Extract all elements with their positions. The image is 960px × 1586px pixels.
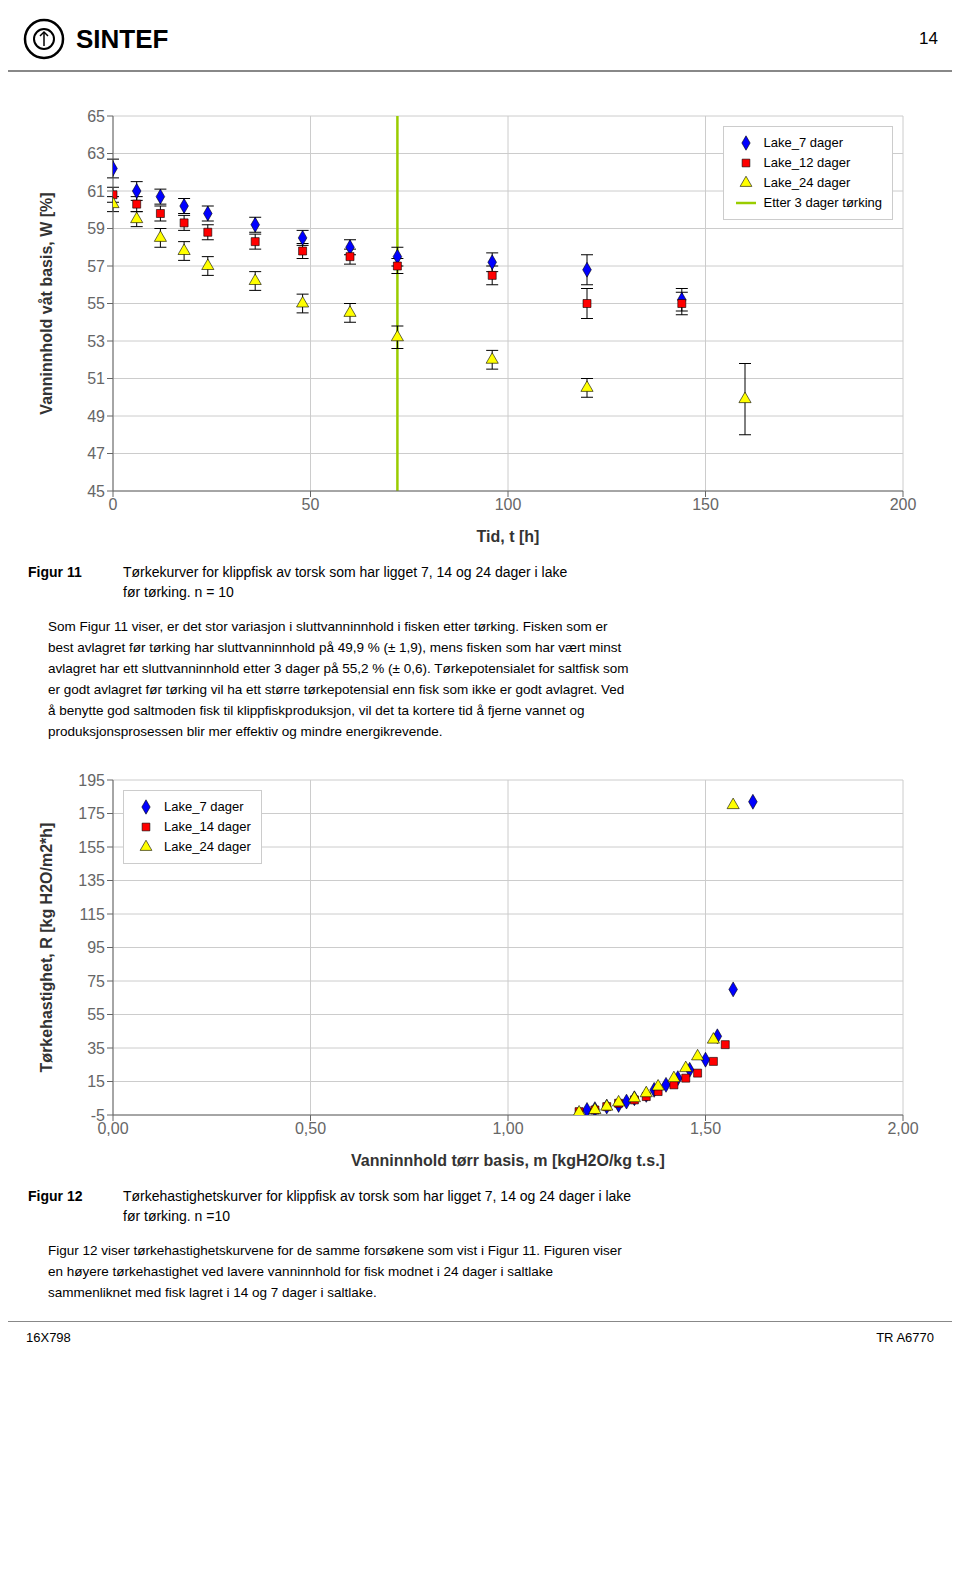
svg-text:0,00: 0,00 bbox=[97, 1120, 129, 1138]
html-text:å benytte god saltmoden fisk t: å benytte god saltmoden fisk til klippfi… bbox=[48, 703, 585, 718]
html-text:før tørking. n =10: før tørking. n =10 bbox=[123, 1208, 230, 1224]
html-text:Tørkekurver for klippfisk av t: Tørkekurver for klippfisk av torsk som h… bbox=[123, 564, 568, 580]
html-text:produksjonsprosessen blir mer: produksjonsprosessen blir mer effektiv o… bbox=[48, 724, 443, 739]
html-text:Etter 3 dager tørking: Etter 3 dager tørking bbox=[763, 195, 882, 210]
html-text:14: 14 bbox=[919, 29, 938, 48]
html-text:Lake_7 dager: Lake_7 dager bbox=[763, 135, 843, 150]
svg-text:63: 63 bbox=[87, 145, 105, 162]
svg-text:1,00: 1,00 bbox=[492, 1120, 523, 1137]
svg-text:Vanninnhold våt basis, W [%]: Vanninnhold våt basis, W [%] bbox=[38, 192, 55, 414]
html-text:SINTEF: SINTEF bbox=[76, 23, 169, 54]
svg-text:175: 175 bbox=[78, 805, 105, 822]
html-text:Lake_14 dager: Lake_14 dager bbox=[164, 819, 251, 834]
html-text:Figur 12: Figur 12 bbox=[28, 1188, 83, 1204]
svg-text:50: 50 bbox=[302, 496, 320, 513]
svg-text:75: 75 bbox=[87, 973, 105, 990]
svg-text:65: 65 bbox=[87, 108, 105, 125]
svg-text:55: 55 bbox=[87, 1006, 105, 1023]
svg-text:2,00: 2,00 bbox=[887, 1120, 918, 1137]
svg-text:35: 35 bbox=[87, 1040, 105, 1057]
html-text:avlagret har ett sluttvanninnh: avlagret har ett sluttvanninnhold etter … bbox=[48, 661, 629, 676]
svg-text:47: 47 bbox=[87, 445, 105, 462]
svg-text:95: 95 bbox=[87, 939, 105, 956]
svg-text:Tørkehastighet, R [kg H2O/m2*h: Tørkehastighet, R [kg H2O/m2*h] bbox=[38, 823, 55, 1073]
html-text:Figur 12 viser tørkehastighets: Figur 12 viser tørkehastighetskurvene fo… bbox=[48, 1243, 622, 1258]
svg-text:-5: -5 bbox=[91, 1107, 105, 1124]
svg-text:115: 115 bbox=[79, 906, 105, 923]
svg-text:195: 195 bbox=[78, 772, 105, 789]
html-text:før tørking. n = 10: før tørking. n = 10 bbox=[123, 584, 234, 600]
svg-text:0: 0 bbox=[109, 496, 118, 513]
html-text:Lake_24 dager: Lake_24 dager bbox=[164, 839, 251, 854]
svg-text:59: 59 bbox=[87, 220, 105, 237]
svg-text:135: 135 bbox=[78, 872, 105, 889]
svg-text:51: 51 bbox=[87, 370, 105, 387]
html-text:Tørkehastighetskurver for klip: Tørkehastighetskurver for klippfisk av t… bbox=[123, 1188, 632, 1204]
svg-text:57: 57 bbox=[87, 258, 105, 275]
svg-text:53: 53 bbox=[87, 333, 105, 350]
html-text:sammenliknet med fisk lagret i: sammenliknet med fisk lagret i 14 og 7 d… bbox=[48, 1285, 377, 1300]
html-text:best avlagret før tørking har: best avlagret før tørking har sluttvanni… bbox=[48, 640, 622, 655]
svg-text:155: 155 bbox=[78, 839, 105, 856]
svg-text:1,50: 1,50 bbox=[690, 1120, 721, 1137]
html-text:Figur 11: Figur 11 bbox=[28, 564, 82, 580]
svg-text:Tid, t [h]: Tid, t [h] bbox=[477, 528, 540, 545]
html-text:Lake_24 dager: Lake_24 dager bbox=[763, 175, 851, 190]
html-text:er godt avlagret før tørking v: er godt avlagret før tørking vil ha ett … bbox=[48, 682, 625, 697]
svg-text:45: 45 bbox=[87, 483, 105, 500]
html-text:Lake_12 dager: Lake_12 dager bbox=[763, 155, 851, 170]
svg-text:15: 15 bbox=[87, 1073, 105, 1090]
svg-text:49: 49 bbox=[87, 408, 105, 425]
svg-text:200: 200 bbox=[890, 496, 917, 513]
svg-text:0,50: 0,50 bbox=[295, 1120, 326, 1137]
svg-text:100: 100 bbox=[495, 496, 522, 513]
svg-text:55: 55 bbox=[87, 295, 105, 312]
html-text:TR A6770: TR A6770 bbox=[876, 1330, 934, 1345]
html-text:en høyere tørkehastighet ved l: en høyere tørkehastighet ved lavere vann… bbox=[48, 1264, 553, 1279]
svg-text:150: 150 bbox=[692, 496, 719, 513]
html-text:16X798: 16X798 bbox=[26, 1330, 71, 1345]
html-text:Lake_7 dager: Lake_7 dager bbox=[164, 799, 244, 814]
html-text:Som Figur 11 viser, er det sto: Som Figur 11 viser, er det stor variasjo… bbox=[48, 619, 608, 634]
svg-text:Vanninnhold tørr basis, m [kgH: Vanninnhold tørr basis, m [kgH2O/kg t.s.… bbox=[351, 1152, 665, 1169]
svg-text:61: 61 bbox=[87, 183, 105, 200]
